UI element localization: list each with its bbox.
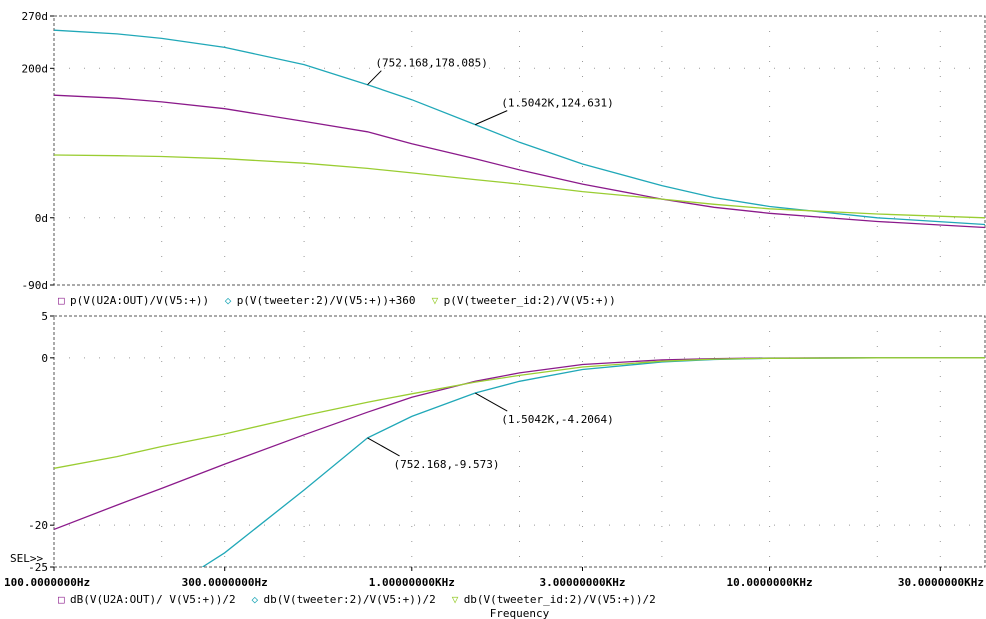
legend-label-2: p(V(tweeter:2)/V(V5:+))+360 <box>237 294 416 307</box>
y-tick-label: 270d <box>22 10 49 23</box>
series-line-2 <box>54 29 985 226</box>
legend-marker-2: ◇ <box>225 294 232 307</box>
y-tick-label: 0d <box>35 212 48 225</box>
legend-label-1: p(V(U2A:OUT)/V(V5:+)) <box>70 294 209 307</box>
x-axis-title: Frequency <box>490 607 550 619</box>
x-tick-label: 100.0000000Hz <box>4 576 90 589</box>
annotation-leader <box>474 392 508 412</box>
y-tick-label: 0 <box>41 352 48 365</box>
x-tick-label: 300.0000000Hz <box>182 576 268 589</box>
annotation-label: (752.168,178.085) <box>375 57 488 70</box>
annotation-label: (752.168,-9.573) <box>394 458 500 471</box>
annotation-leader <box>475 110 508 126</box>
y-tick-label: -20 <box>28 519 48 532</box>
x-tick-label: 10.0000000KHz <box>727 576 813 589</box>
legend-label-1: dB(V(U2A:OUT)/ V(V5:+))/2 <box>70 593 236 606</box>
x-tick-label: 3.00000000KHz <box>539 576 625 589</box>
x-tick-label: 1.00000000KHz <box>369 576 455 589</box>
series-line-1 <box>54 357 985 531</box>
plot-frame <box>53 315 986 568</box>
legend-marker-2: ◇ <box>252 593 259 606</box>
legend-marker-1: □ <box>58 294 65 307</box>
legend-marker-1: □ <box>58 593 65 606</box>
legend-marker-3: ▽ <box>432 294 439 307</box>
y-tick-label: -90d <box>22 279 49 292</box>
plot-frame <box>53 15 986 286</box>
legend-marker-3: ▽ <box>452 593 459 606</box>
legend-label-3: db(V(tweeter_id:2)/V(V5:+))/2 <box>464 593 656 606</box>
magnitude-plot: 5 0 -20 -25 100.0000000Hz 300.0000000Hz 1.0000… <box>4 310 986 619</box>
y-tick-label: 5 <box>41 310 48 323</box>
series-line-3 <box>54 154 985 219</box>
series-line-1 <box>54 94 985 229</box>
legend-label-2: db(V(tweeter:2)/V(V5:+))/2 <box>264 593 436 606</box>
series-line-3 <box>54 357 985 469</box>
x-tick-label: 30.0000000KHz <box>898 576 984 589</box>
y-tick-label: -25 <box>28 561 48 574</box>
y-tick-label: 200d <box>22 62 49 75</box>
series-line-2 <box>202 357 985 567</box>
annotation-leader <box>367 437 400 457</box>
selector-label: SEL>> <box>10 552 43 565</box>
annotation-label: (1.5042K,124.631) <box>501 97 614 110</box>
annotation-leader <box>367 70 382 86</box>
phase-plot: 270d 200d 0d -90d (752.168,178.085) (1.5042K,… <box>22 10 986 307</box>
annotation-label: (1.5042K,-4.2064) <box>501 413 614 426</box>
legend-label-3: p(V(tweeter_id:2)/V(V5:+)) <box>444 294 616 307</box>
